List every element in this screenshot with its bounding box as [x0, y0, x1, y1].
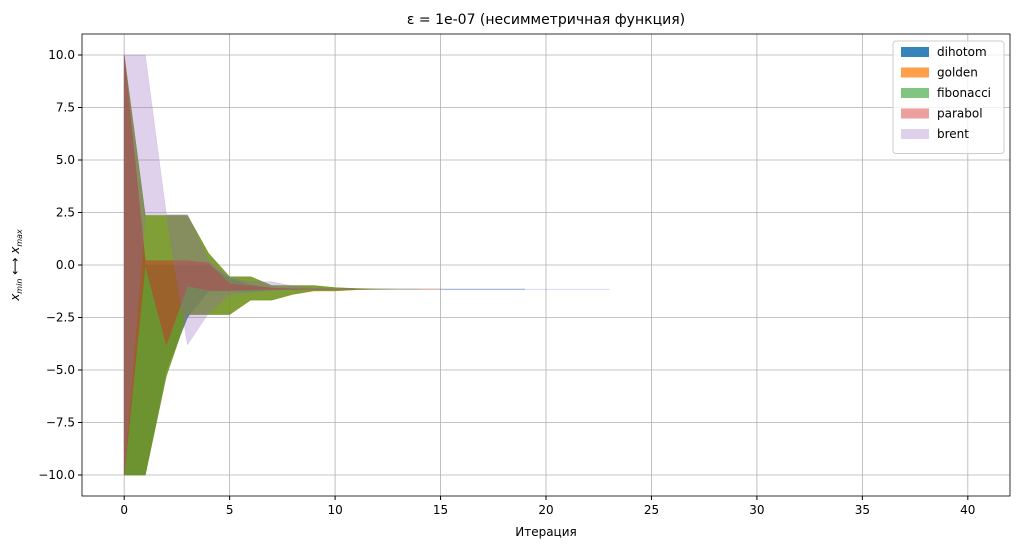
y-tick-label: 7.5: [56, 101, 75, 115]
legend-swatch: [901, 88, 929, 98]
plot-frame: [81, 33, 1011, 497]
y-label-part: x: [8, 293, 22, 302]
y-tick-label: −10.0: [38, 468, 75, 482]
chart-title: ε = 1e-07 (несимметричная функция): [407, 12, 685, 28]
x-tick-label: 15: [433, 503, 448, 517]
x-tick-label: 5: [226, 503, 234, 517]
y-tick-label: 10.0: [48, 48, 75, 62]
x-tick-label: 35: [855, 503, 870, 517]
y-label-part: ⟷: [8, 254, 22, 279]
legend-label: parabol: [937, 107, 983, 121]
y-tick-label: 0.0: [56, 258, 75, 272]
x-tick-label: 20: [538, 503, 553, 517]
x-tick-label: 30: [749, 503, 764, 517]
y-tick-label: −2.5: [46, 311, 75, 325]
band-area: [123, 54, 610, 476]
axes: 0 5 10 15 20 25 30 35 40 −10.0 −7.5 −5.0 −2.5 0.0 2.5 5…: [38, 33, 1011, 517]
legend-swatch: [901, 67, 929, 78]
y-label-part: min: [15, 279, 24, 294]
x-axis-label: Итерация: [515, 525, 577, 539]
y-tick-label: 2.5: [56, 206, 75, 220]
y-tick-label: 5.0: [56, 153, 75, 167]
legend-label: dihotom: [937, 45, 987, 59]
band-area: [123, 54, 420, 476]
legend-label: golden: [937, 66, 978, 80]
x-tick-label: 25: [644, 503, 659, 517]
y-axis-label: xmin ⟷ xmax: [8, 229, 24, 302]
x-tick-label: 0: [120, 503, 128, 517]
legend-swatch: [901, 108, 929, 119]
y-tick-label: −7.5: [46, 416, 75, 430]
legend-swatch: [901, 47, 929, 57]
x-tick-label: 10: [327, 503, 342, 517]
legend-label: brent: [937, 127, 969, 141]
legend-swatch: [901, 129, 929, 139]
areas: [123, 54, 610, 476]
y-label-part: x: [8, 246, 22, 255]
grid: [82, 34, 1010, 496]
band-area: [123, 54, 357, 476]
y-tick-label: −5.0: [46, 363, 75, 377]
y-label-part: max: [15, 229, 24, 247]
legend: dihotom golden fibonacci parabol brent: [892, 40, 1005, 154]
legend-label: fibonacci: [937, 86, 991, 100]
x-tick-label: 40: [960, 503, 975, 517]
